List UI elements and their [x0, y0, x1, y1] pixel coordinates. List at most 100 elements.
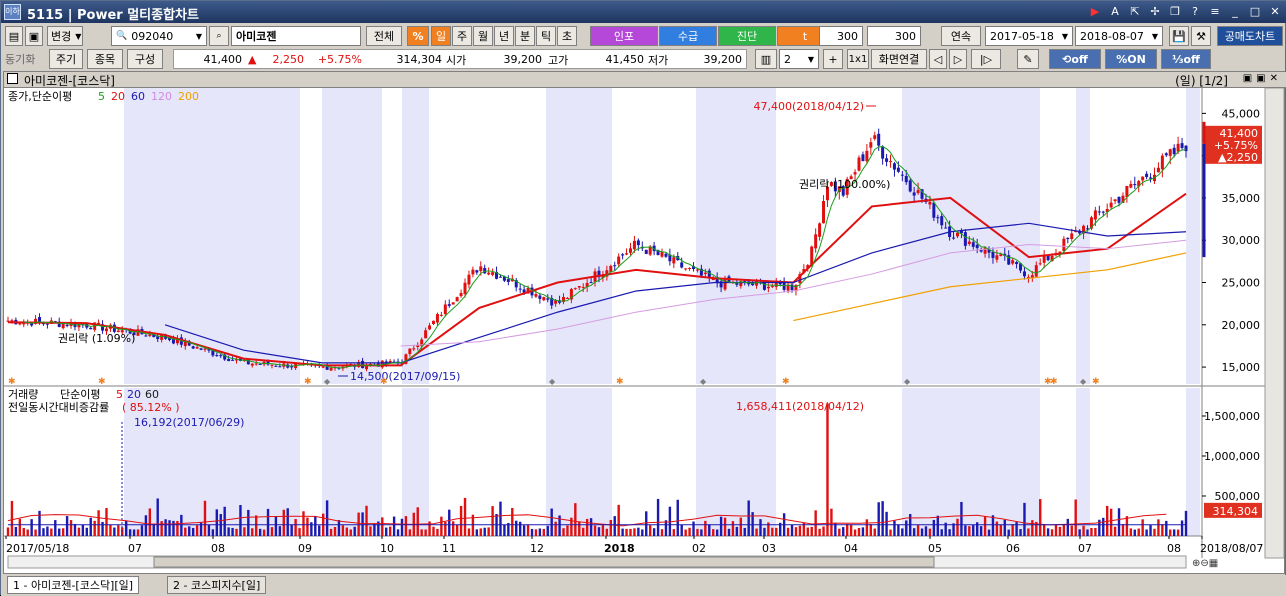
volume-bar [471, 514, 475, 536]
one-by-one-button[interactable]: 1x1 [847, 49, 869, 69]
toggle-cycle[interactable]: ⟲ off [1049, 49, 1101, 69]
screen-link-button[interactable]: 화면연결 [871, 49, 927, 69]
end-date-field[interactable]: 2018-08-07 ▼ [1075, 26, 1163, 46]
draw-icon[interactable]: ✎ [1017, 49, 1039, 69]
save-icon[interactable]: 💾 [1169, 26, 1189, 46]
tab-kospi[interactable]: 2 - 코스피지수[일] [167, 576, 267, 594]
candle-body [900, 174, 904, 176]
code-input[interactable]: 🔍 092040 ▼ [111, 26, 207, 46]
panel-buttons[interactable]: ▣▣✕ [1242, 73, 1282, 84]
tab-amicogen[interactable]: 1 - 아미코젠-[코스닥][일] [7, 576, 140, 594]
candle-body [983, 247, 987, 254]
candle-body [467, 274, 471, 285]
candle-body [829, 182, 833, 186]
period-button-2[interactable]: 월 [473, 26, 493, 46]
period-button-4[interactable]: 분 [515, 26, 535, 46]
grid-icon[interactable]: ▤ [5, 26, 23, 46]
minimize-icon[interactable]: _ [1232, 5, 1238, 18]
short-sell-chart-button[interactable]: 공매도차트 [1217, 26, 1283, 46]
volume-legend-ma-period: 20 [127, 388, 141, 401]
split-layout-icon[interactable]: ▥ [755, 49, 777, 69]
period-button-0[interactable]: 일 [431, 26, 451, 46]
volume-bar [176, 520, 179, 536]
period-button-5[interactable]: 틱 [536, 26, 556, 46]
period-button-6[interactable]: 초 [557, 26, 577, 46]
candle-body [609, 265, 613, 272]
maximize-icon[interactable]: □ [1249, 5, 1261, 18]
cycle-icon: ⟲ [1062, 52, 1072, 66]
toggle-fraction[interactable]: ⅓ off [1161, 49, 1211, 69]
prev-icon[interactable]: ◁ [929, 49, 947, 69]
volume-bar [1137, 528, 1140, 536]
window-icon[interactable]: ▣ [25, 26, 43, 46]
volume-bar [148, 508, 152, 536]
volume-bar [668, 506, 672, 536]
volume-bar [972, 525, 975, 536]
volume-bar [916, 525, 920, 536]
count-input-2[interactable]: 300 [867, 26, 921, 46]
event-marker: ✱ [616, 377, 624, 387]
toggle-percent[interactable]: % ON [1105, 49, 1157, 69]
link-icon[interactable]: ⇱ [1130, 5, 1140, 18]
volume-legend-title: 거래량 [8, 388, 38, 401]
info-button-1[interactable]: 수급 [659, 26, 717, 46]
play-icon[interactable]: ▶ [1090, 5, 1100, 18]
all-button[interactable]: 전체 [366, 26, 402, 46]
volume-bar [688, 527, 691, 536]
volume-bar [853, 529, 857, 536]
candle-body [168, 337, 172, 341]
chart-svg[interactable]: 45,00040,00035,00030,00025,00020,00015,0… [4, 88, 1284, 573]
volume-bar [515, 520, 518, 536]
count-input-1[interactable]: 300 [819, 26, 863, 46]
close-icon[interactable]: ✕ [1270, 5, 1280, 18]
help-icon[interactable]: ? [1192, 5, 1198, 18]
volume-legend-ma-period: 5 [116, 388, 123, 401]
volume-bar [1129, 528, 1133, 536]
settings-icon[interactable]: ≡ [1210, 5, 1220, 18]
pin-icon[interactable]: ✢ [1150, 5, 1160, 18]
stock-name-field[interactable]: 아미코젠 [231, 26, 361, 46]
volume-bar [432, 526, 435, 536]
volume-bar [960, 501, 963, 536]
percent-button[interactable]: % [407, 26, 429, 46]
add-icon[interactable]: + [823, 49, 843, 69]
period-button-3[interactable]: 년 [494, 26, 514, 46]
volume-bar [810, 526, 813, 536]
volume-bar [306, 517, 309, 536]
volume-bar [991, 515, 995, 536]
play-icon[interactable]: ▷ [949, 49, 967, 69]
price-legend-title: 종가,단순이평 [8, 90, 72, 103]
month-band [1186, 88, 1200, 384]
split-count-select[interactable]: 2 ▼ [779, 49, 819, 69]
candle-body [774, 280, 778, 287]
chart-checkbox[interactable] [7, 73, 18, 84]
cycle-button[interactable]: 주기 [49, 49, 83, 69]
info-button-2[interactable]: 진단 [718, 26, 776, 46]
font-icon[interactable]: A [1111, 5, 1119, 18]
candle-body [57, 321, 61, 327]
volume-bar [424, 529, 427, 536]
item-button[interactable]: 종목 [87, 49, 123, 69]
percent-icon: % [1116, 52, 1128, 66]
volume-bar [715, 529, 719, 536]
start-date-field[interactable]: 2017-05-18 ▼ [985, 26, 1073, 46]
restore-window-icon[interactable]: ❐ [1170, 5, 1180, 18]
period-button-1[interactable]: 주 [452, 26, 472, 46]
next-icon[interactable]: |▷ [971, 49, 1001, 69]
month-band [322, 388, 382, 536]
open-label: 시가 [446, 53, 467, 67]
code-search-button[interactable]: ⌕ [209, 26, 229, 46]
volume-bar [1109, 508, 1113, 536]
volume-bar [940, 529, 943, 536]
volume-bar [239, 505, 242, 536]
volume-bar [1117, 508, 1121, 536]
volume-bar [842, 527, 845, 536]
info-button-0[interactable]: 인포 [590, 26, 658, 46]
event-marker: ✱ [380, 377, 388, 387]
change-dropdown[interactable]: 변경 ▼ [47, 26, 83, 46]
tools-icon[interactable]: ⚒ [1191, 26, 1211, 46]
chart-area[interactable]: 아미코젠-[코스닥] (일) [1/2] ▣▣✕ 45,00040,00035,… [3, 71, 1286, 574]
candle-body [1164, 153, 1168, 156]
compose-button[interactable]: 구성 [127, 49, 163, 69]
continuous-button[interactable]: 연속 [941, 26, 981, 46]
